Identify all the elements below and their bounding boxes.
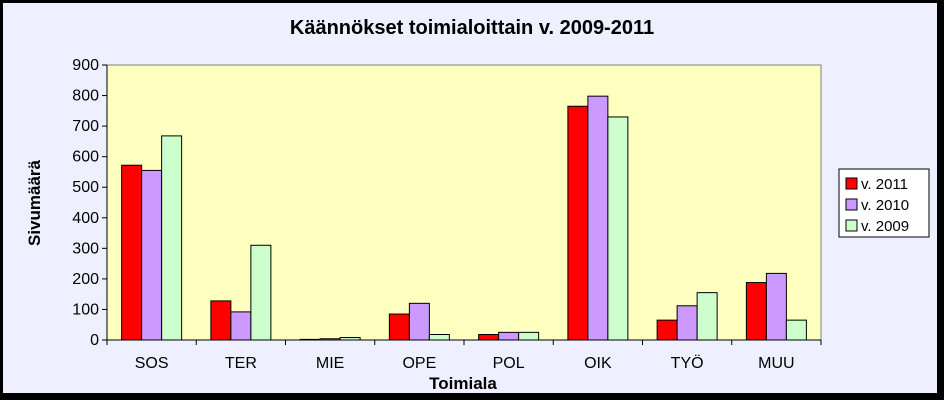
bar-ope-series-2 — [408, 302, 430, 341]
legend-swatch — [845, 177, 858, 190]
bar-pol-series-2 — [498, 331, 520, 341]
bar-sos-series-3 — [161, 135, 183, 341]
legend-label: v. 2010 — [861, 197, 909, 214]
legend-label: v. 2009 — [861, 218, 909, 235]
bar-muu-series-1 — [745, 282, 767, 341]
y-axis-title: Sivumäärä — [25, 159, 44, 246]
bar-ope-series-3 — [428, 334, 450, 341]
x-tick-label: OPE — [402, 355, 436, 372]
legend: v. 2011 v. 2010 v. 2009 — [838, 168, 930, 238]
y-tick-label: 0 — [90, 332, 99, 349]
bar-ope-series-1 — [388, 313, 410, 341]
x-tick-label: TYÖ — [671, 354, 704, 372]
bar-oik-series-3 — [607, 116, 629, 341]
x-axis-title: Toimiala — [429, 374, 497, 393]
bar-chart: Käännökset toimialoittain v. 2009-2011 0… — [25, 17, 930, 393]
y-tick-label: 300 — [72, 240, 99, 257]
y-tick-label: 400 — [72, 210, 99, 227]
x-tick-label: POL — [493, 355, 525, 372]
bar-sos-series-2 — [141, 169, 163, 341]
bar-pol-series-1 — [478, 334, 500, 341]
y-tick-label: 100 — [72, 301, 99, 318]
legend-swatch — [845, 198, 858, 211]
x-tick-label: OIK — [584, 355, 612, 372]
y-tick-label: 200 — [72, 271, 99, 288]
x-tick-label: MIE — [316, 355, 344, 372]
bar-ter-series-2 — [230, 311, 252, 341]
chart-title: Käännökset toimialoittain v. 2009-2011 — [290, 17, 654, 39]
x-tick-label: TER — [225, 355, 257, 372]
legend-label: v. 2011 — [861, 176, 908, 193]
x-tick-label: SOS — [135, 355, 169, 372]
bar-pol-series-3 — [518, 331, 540, 341]
x-tick-label: MUU — [758, 355, 794, 372]
bar-oik-series-2 — [587, 95, 609, 341]
bar-muu-series-3 — [785, 319, 807, 341]
bars — [121, 95, 807, 341]
bar-ter-series-3 — [250, 244, 272, 341]
bar-työ-series-3 — [696, 292, 718, 341]
bar-oik-series-1 — [567, 105, 589, 341]
legend-swatch — [845, 219, 858, 232]
chart-frame: Käännökset toimialoittain v. 2009-2011 0… — [2, 2, 938, 394]
y-tick-label: 600 — [72, 149, 99, 166]
y-tick-label: 800 — [72, 88, 99, 105]
y-axis: 0 100 200 300 400 500 600 700 800 900 — [72, 57, 108, 349]
y-tick-label: 700 — [72, 118, 99, 135]
y-tick-label: 500 — [72, 179, 99, 196]
bar-sos-series-1 — [121, 164, 143, 341]
y-tick-label: 900 — [72, 57, 99, 74]
bar-työ-series-1 — [656, 319, 678, 341]
bar-ter-series-1 — [210, 300, 232, 341]
bar-työ-series-2 — [676, 305, 698, 341]
bar-muu-series-2 — [765, 272, 787, 341]
x-axis: SOS TER MIE OPE POL OIK TYÖ MUU — [106, 339, 822, 372]
